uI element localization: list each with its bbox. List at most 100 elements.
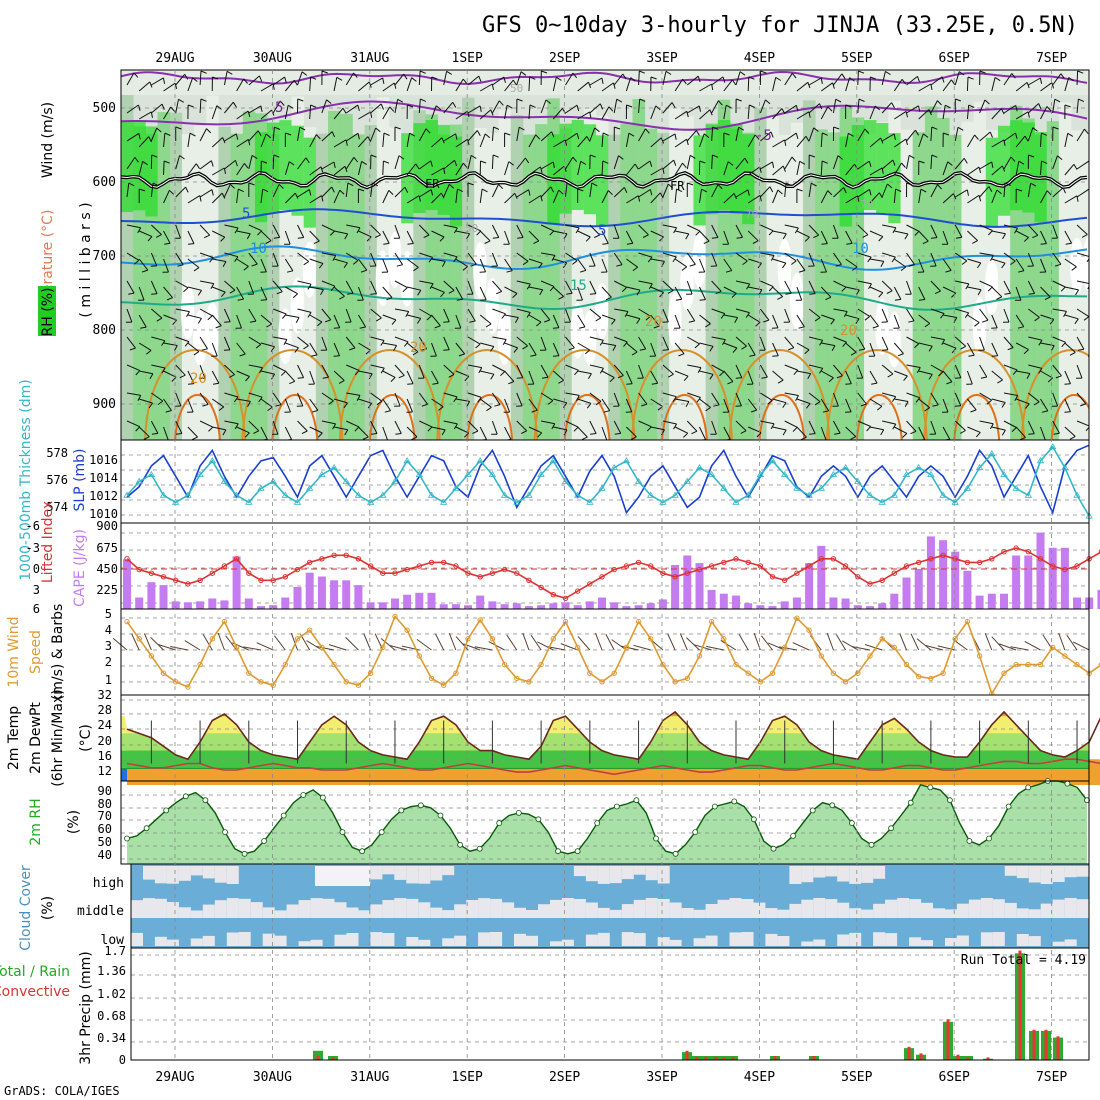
thickness-line-marker [1000, 470, 1008, 478]
wind-barb-flag [918, 160, 925, 164]
wind-barb-flag [755, 321, 761, 327]
wind-barb-flag [332, 423, 337, 430]
wind-barb-flag [623, 187, 628, 194]
wind-barb [394, 99, 399, 114]
wind-barb-flag [908, 154, 915, 159]
wind-barb [796, 286, 803, 301]
wind-barb [772, 286, 784, 297]
wind-barb-flag [566, 182, 573, 187]
wind-barb [906, 252, 915, 265]
wind-barb [443, 224, 458, 229]
wind-barb [467, 336, 481, 345]
rh-label: RH (%) [40, 288, 56, 337]
wind-barb-flag [1055, 375, 1062, 379]
thickness-line-marker [951, 498, 959, 505]
wind-barb-flag [575, 395, 580, 401]
contour-line [121, 208, 1088, 228]
cloud-mid-block [478, 898, 491, 918]
wind-barb-flag [498, 184, 504, 190]
thickness-line-marker [549, 457, 558, 464]
slp-tick-1016: 1016 [89, 453, 118, 467]
surface-wind-barb [380, 638, 396, 651]
date-label-top: 4SEP [744, 51, 775, 66]
cloud-level-high: high [93, 876, 124, 891]
lifted-index-line-marker [1098, 549, 1100, 555]
temp-tick-20: 20 [98, 734, 112, 748]
wind-speed-line-marker [891, 644, 897, 651]
rh2m-label: 2m RH [28, 798, 44, 845]
cloud-mid-block [406, 898, 419, 918]
wind-barb [175, 308, 190, 313]
cloud-high-block [178, 866, 191, 881]
wind-barb [382, 342, 397, 346]
surface-wind-barb [389, 645, 408, 651]
cloud-mid-block [298, 900, 311, 918]
wind-barb [211, 137, 223, 148]
wind-speed-line-marker [587, 670, 593, 676]
wind-barb-flag [556, 76, 562, 81]
wind-barb [419, 308, 432, 317]
wind-barb [467, 252, 477, 265]
wind-speed-line [124, 613, 1100, 697]
surface-wind-barb [131, 633, 140, 651]
lifted-index-line-marker [1050, 563, 1056, 569]
cape-tick-225: 225 [96, 583, 118, 597]
wind-barb [699, 230, 710, 242]
wind-barb-flag [270, 346, 275, 352]
lifted-index-line-marker [550, 592, 556, 598]
wind-barb-flag [139, 188, 146, 192]
wind-barb-flag [605, 296, 612, 301]
wind-barb-flag [665, 70, 672, 75]
wind-barb [601, 82, 614, 92]
wind-barb [151, 308, 163, 319]
wind-speed-line-marker [575, 644, 581, 651]
thickness-line-marker [988, 450, 996, 457]
wind-barb-flag [788, 347, 794, 351]
surface-wind-barb [112, 638, 128, 651]
cloud-high-block [633, 866, 646, 875]
pressure-units-label: ( m i l l i b a r s ) [78, 202, 94, 317]
lifted-index-line-marker [294, 566, 301, 573]
wind-barb [419, 280, 434, 285]
wind-barb-flag [1018, 160, 1025, 165]
wind-barb-flag [940, 313, 945, 319]
rh-column [510, 115, 524, 440]
wind-barb-flag [169, 189, 175, 195]
wind-speed-line-marker [757, 679, 764, 685]
wind-barb [796, 342, 810, 351]
wind-barb-flag [754, 134, 760, 140]
wind-barb [260, 230, 272, 242]
wind-barb-flag [991, 161, 994, 168]
wind-barb-flag [370, 433, 378, 435]
cloud-low-block [1016, 934, 1029, 946]
wind-barb-flag [673, 423, 678, 430]
wind-speed-line-marker [124, 618, 130, 625]
wind-barb [1076, 280, 1089, 284]
wind-barb-flag [991, 355, 998, 357]
wind-barb [272, 252, 279, 267]
wind-barb [455, 78, 464, 92]
contour-line [121, 100, 1088, 131]
wind-barb-flag [430, 160, 433, 167]
thickness-line-marker [427, 491, 436, 498]
cape-bar [403, 594, 412, 609]
wind-speed-line-marker [221, 618, 228, 625]
cloud-low-block [226, 932, 239, 946]
wind-barb-flag [428, 257, 434, 263]
wind-barb [881, 183, 888, 198]
wind-barb [1040, 106, 1048, 120]
wind-barb [565, 156, 574, 170]
wind-axis: 1 2 3 4 5 [105, 607, 112, 687]
wind-barb [857, 308, 870, 317]
wind-barb [443, 308, 450, 323]
wind-barb [686, 420, 698, 432]
wind-barb-flag [542, 376, 549, 379]
rh-marker [496, 820, 503, 826]
wind-barb [126, 224, 141, 229]
wind-barb-flag [760, 70, 767, 74]
wind-barb-flag [259, 367, 263, 374]
wind-barb-flag [320, 289, 324, 296]
thickness-line-marker [695, 463, 704, 471]
wind-barb-flag [871, 382, 878, 385]
wind-barb-flag [914, 343, 920, 349]
